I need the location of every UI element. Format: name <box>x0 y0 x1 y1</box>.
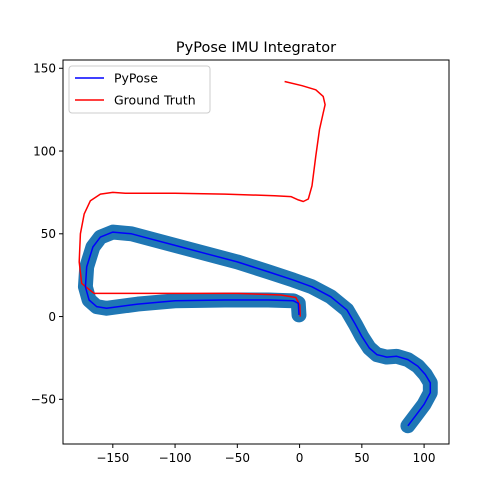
x-tick-label: 0 <box>296 451 304 465</box>
x-tick-label: 100 <box>413 451 436 465</box>
tick-layer: −150 −100 −50 0 50 100 −50 0 50 100 150 <box>31 62 436 465</box>
legend-label-pypose: PyPose <box>114 71 158 86</box>
y-tick-label: −50 <box>31 393 56 407</box>
legend-box <box>68 65 211 114</box>
y-tick-label: 150 <box>33 62 56 76</box>
y-tick-label: 0 <box>48 310 56 324</box>
x-tick-label: −150 <box>96 451 129 465</box>
legend: PyPose Ground Truth <box>68 65 211 114</box>
legend-label-ground-truth: Ground Truth <box>114 93 196 108</box>
y-tick-label: 50 <box>41 227 56 241</box>
x-tick-label: −100 <box>159 451 192 465</box>
series-line-ground-truth <box>78 80 326 317</box>
plot-frame <box>62 59 450 445</box>
y-tick-label: 100 <box>33 144 56 158</box>
x-tick-label: −50 <box>225 451 250 465</box>
series-layer <box>78 80 432 427</box>
chart-title: PyPose IMU Integrator <box>176 40 336 56</box>
series-line-pypose <box>84 231 432 427</box>
x-tick-label: 50 <box>354 451 369 465</box>
